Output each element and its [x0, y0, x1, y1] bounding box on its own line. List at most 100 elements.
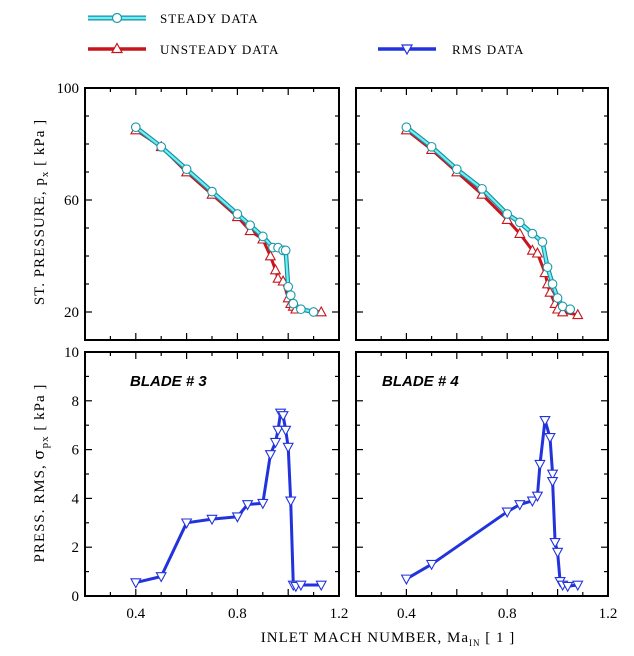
unsteady-data-point: [531, 247, 544, 258]
rms-data-point: [206, 514, 218, 526]
unsteady-data-point: [501, 213, 513, 224]
rms-data-point: [257, 498, 269, 510]
unsteady-data-point: [544, 286, 556, 297]
unsteady-data-point: [556, 305, 569, 317]
rms-data-point: [561, 581, 574, 593]
x-tick-label: 1.2: [330, 606, 349, 622]
rms-data-point: [546, 476, 559, 488]
rms-data-point: [264, 450, 277, 461]
x-tick-label: 0.4: [397, 606, 416, 622]
rms-data-point: [282, 442, 294, 454]
rms-data-point: [544, 433, 556, 444]
y-tick-label: 8: [72, 394, 80, 410]
steady-data-point: [537, 237, 548, 247]
legend-rms-label: RMS DATA: [452, 42, 524, 57]
rms-data-point: [539, 415, 551, 427]
bottom-y-axis-label-main: PRESS. RMS,: [32, 460, 48, 563]
top-y-axis-label-unit: [ kPa ]: [32, 119, 48, 171]
panel-top-right: [355, 87, 609, 341]
legend-item-unsteady: UNSTEADY DATA: [88, 42, 279, 57]
rms-data-point: [155, 572, 167, 583]
steady-data-point: [426, 141, 437, 152]
rms-data-point: [241, 500, 254, 511]
steady-data-point: [401, 122, 412, 133]
rms-data-point: [514, 500, 526, 511]
panel-bottom-right: 0.4 0.8 1.2: [355, 351, 618, 622]
top-y-axis-label-sub: x: [39, 171, 51, 178]
unsteady-data-point: [269, 263, 282, 275]
rms-data-point: [269, 437, 282, 449]
x-tick-label: 0.4: [126, 606, 145, 622]
legend-item-steady: STEADY DATA: [88, 11, 259, 26]
panel-bottom-left: 0.4 0.8 1.2 0 2 4 6 8 10: [64, 345, 348, 622]
x-tick-label: 1.2: [599, 606, 618, 622]
steady-data-point: [280, 245, 291, 256]
y-tick-label: 6: [72, 443, 80, 459]
unsteady-data-point: [572, 308, 584, 320]
steady-data-point: [245, 220, 255, 231]
steady-data-point: [547, 279, 558, 289]
y-tick-label: 100: [57, 81, 80, 97]
legend-unsteady-marker: [110, 42, 124, 54]
rms-data-point: [285, 496, 297, 507]
plot-frame: [355, 87, 609, 341]
y-tick-label: 0: [72, 589, 80, 605]
panel-top-left: 20 60 100: [57, 81, 340, 341]
steady-data-point: [181, 164, 192, 175]
bottom-y-axis-label-sub: px: [39, 435, 51, 448]
steady-data-point: [207, 186, 217, 197]
blade-4-annotation: BLADE # 4: [382, 373, 459, 390]
x-tick-label: 0.8: [228, 606, 247, 622]
unsteady-series-line: [134, 128, 322, 314]
bottom-y-axis-label-sigma: σ: [30, 448, 48, 459]
steady-data-point: [565, 304, 576, 315]
rms-data-point: [277, 411, 289, 422]
steady-data-point: [514, 217, 525, 228]
steady-data-point: [477, 183, 487, 194]
bottom-y-axis-label-unit: [ kPa ]: [32, 384, 48, 436]
legend-unsteady-label: UNSTEADY DATA: [160, 42, 279, 57]
y-tick-label: 60: [64, 193, 79, 209]
steady-data-point: [285, 290, 296, 301]
steady-data-point: [542, 262, 553, 273]
y-tick-label: 2: [72, 540, 80, 556]
steady-data-point: [156, 141, 167, 152]
unsteady-data-point: [264, 249, 277, 261]
y-tick-label: 20: [64, 305, 79, 321]
steady-data-point: [451, 164, 462, 175]
legend-steady-marker: [111, 12, 123, 24]
rms-data-point: [546, 469, 559, 481]
steady-data-point: [130, 122, 141, 133]
x-axis-label-sub: IN: [469, 638, 481, 648]
steady-data-point: [552, 293, 563, 303]
rms-data-point: [572, 580, 584, 592]
legend-item-rms: RMS DATA: [378, 42, 524, 57]
rms-data-point: [534, 459, 546, 471]
unsteady-data-point: [315, 305, 327, 317]
bottom-y-axis-label: PRESS. RMS, σpx [ kPa ]: [30, 384, 51, 563]
rms-data-point: [130, 578, 142, 589]
steady-data-point: [527, 228, 538, 239]
x-axis-label-unit: [ 1 ]: [480, 630, 515, 646]
x-tick-label: 0.8: [498, 606, 517, 622]
rms-data-point: [279, 425, 292, 437]
rms-data-point: [272, 425, 284, 437]
rms-data-point: [231, 512, 244, 523]
y-tick-label: 4: [72, 491, 80, 507]
legend-steady-label: STEADY DATA: [160, 11, 259, 26]
rms-data-point: [526, 496, 539, 507]
rms-data-point: [315, 580, 327, 592]
steady-data-point: [308, 307, 319, 317]
top-y-axis-label: ST. PRESSURE, px [ kPa ]: [32, 119, 51, 305]
steady-data-point: [296, 304, 306, 315]
rms-data-point: [400, 574, 413, 586]
legend-rms-marker: [400, 44, 414, 56]
steady-data-point: [283, 281, 294, 292]
plot-frame: [84, 351, 340, 597]
blade-3-annotation: BLADE # 3: [130, 373, 207, 390]
steady-data-point: [288, 298, 299, 309]
x-axis-label: INLET MACH NUMBER, MaIN [ 1 ]: [261, 630, 515, 648]
plot-frame: [84, 87, 340, 341]
rms-data-point: [180, 518, 193, 529]
